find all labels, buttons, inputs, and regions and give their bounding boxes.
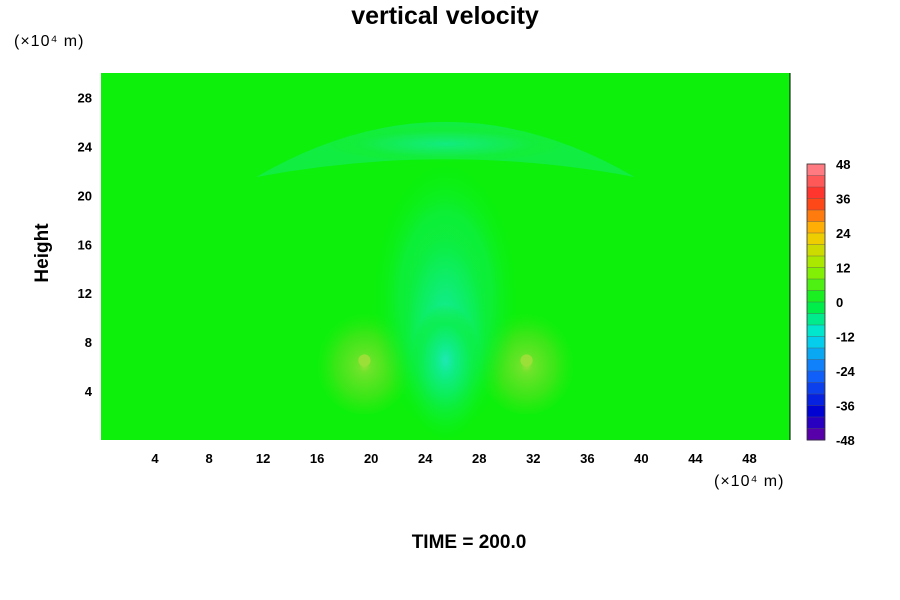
x-tick-label: 36 (580, 451, 594, 466)
plot-area (101, 73, 791, 440)
updraft-center (358, 354, 371, 367)
time-label: TIME = 200.0 (411, 532, 527, 553)
colorbar-tick-label: 48 (836, 157, 850, 172)
colorbar-tick-label: -36 (836, 399, 855, 414)
y-tick-label: 20 (78, 188, 92, 203)
colorbar-segment (807, 382, 825, 395)
colorbar-tick-label: 36 (836, 192, 850, 207)
y-tick-label: 12 (78, 286, 92, 301)
colorbar-tick-label: 0 (836, 295, 843, 310)
x-tick-label: 12 (256, 451, 270, 466)
colorbar-segment (807, 164, 825, 176)
colorbar-segment (807, 175, 825, 188)
x-tick-label: 40 (634, 451, 648, 466)
colorbar-segment (807, 198, 825, 211)
colorbar-segment (807, 428, 825, 441)
x-tick-label: 32 (526, 451, 540, 466)
colorbar-segment (807, 394, 825, 406)
colorbar-segment (807, 405, 825, 418)
colorbar-tick-label: -24 (836, 364, 856, 379)
x-tick-label: 28 (472, 451, 486, 466)
y-tick-label: 4 (85, 384, 93, 399)
colorbar-segment (807, 313, 825, 326)
colorbar-segment (807, 244, 825, 257)
colorbar-segment (807, 221, 825, 234)
colorbar-segment (807, 336, 825, 349)
x-tick-label: 20 (364, 451, 378, 466)
colorbar-segment (807, 371, 825, 383)
y-tick-label: 24 (78, 139, 93, 154)
colorbar-frame (806, 163, 826, 441)
colorbar-segment (807, 267, 825, 280)
y-axis-ticks: 4 8 12 16 20 24 28 (78, 90, 93, 399)
colorbar-segment (807, 187, 825, 199)
upper-arc-core (323, 125, 568, 163)
x-tick-label: 8 (205, 451, 212, 466)
colorbar-segment (807, 325, 825, 337)
colorbar-segment (807, 210, 825, 222)
colorbar-tick-label: -48 (836, 433, 855, 448)
colorbar-segment (807, 256, 825, 268)
downdraft-core (410, 304, 481, 417)
x-tick-label: 16 (310, 451, 324, 466)
y-tick-label: 16 (78, 237, 92, 252)
colorbar-segment (807, 359, 825, 372)
colorbar-segment (807, 290, 825, 303)
y-axis-unit: (×10⁴ m) (14, 33, 85, 50)
x-tick-label: 44 (688, 451, 703, 466)
chart-title: vertical velocity (351, 2, 539, 30)
field-features (256, 121, 635, 440)
colorbar-segment (807, 302, 825, 314)
y-tick-label: 8 (85, 335, 92, 350)
colorbar-segment (807, 233, 825, 245)
x-tick-label: 4 (151, 451, 159, 466)
x-tick-label: 24 (418, 451, 433, 466)
colorbar-segment (807, 417, 825, 429)
y-tick-label: 28 (78, 90, 92, 105)
updraft-center (520, 354, 533, 367)
colorbar-segment (807, 348, 825, 360)
x-tick-label: 48 (742, 451, 756, 466)
x-axis-unit: (×10⁴ m) (714, 473, 785, 490)
x-axis-ticks: 4 8 12 16 20 24 28 32 36 40 44 48 (151, 451, 756, 466)
colorbar-segment (807, 279, 825, 291)
colorbar-tick-label: 24 (836, 226, 851, 241)
colorbar: 48 36 24 12 0 -12 -24 -36 -48 (806, 157, 856, 448)
colorbar-tick-label: 12 (836, 261, 850, 276)
colorbar-tick-label: -12 (836, 330, 855, 345)
